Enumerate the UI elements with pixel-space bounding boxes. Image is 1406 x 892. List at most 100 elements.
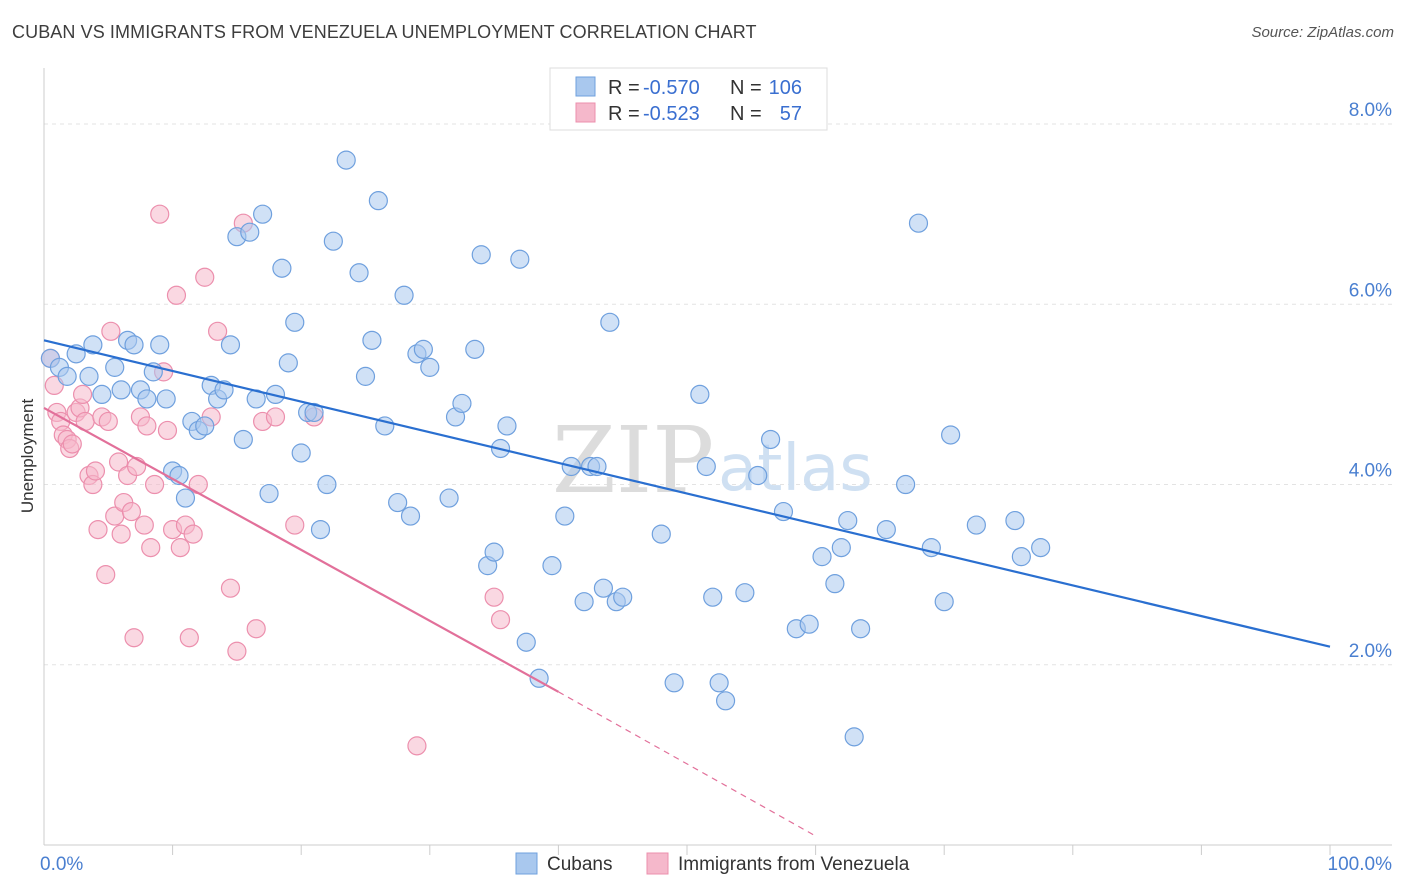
venezuela-point-38 bbox=[170, 538, 190, 558]
cubans-point-50 bbox=[400, 506, 421, 526]
cubans-point-101 bbox=[1005, 510, 1025, 531]
venezuela-point-33 bbox=[150, 204, 170, 224]
cubans-point-104 bbox=[844, 727, 864, 747]
venezuela-trend-line-extension bbox=[558, 691, 816, 837]
y-axis-label: Unemployment bbox=[18, 399, 37, 514]
y-tick-label-0: 2.0% bbox=[1349, 641, 1392, 662]
source-label: Source: ZipAtlas.com bbox=[1251, 24, 1394, 41]
watermark: ZIP atlas bbox=[552, 407, 873, 514]
cubans-point-36 bbox=[291, 443, 311, 463]
venezuela-trend-line bbox=[43, 406, 559, 693]
x-tick-label-max: 100.0% bbox=[1328, 854, 1393, 875]
cubans-point-102 bbox=[1011, 547, 1031, 567]
legend-r-value-cubans: -0.570 bbox=[643, 77, 700, 99]
cubans-point-25 bbox=[220, 335, 241, 355]
bottom-legend: Cubans Immigrants from Venezuela bbox=[515, 852, 910, 875]
cubans-point-27 bbox=[233, 429, 253, 450]
venezuela-point-14 bbox=[85, 461, 106, 481]
top-legend: R = -0.570 N = 106 R = -0.523 N = 57 bbox=[549, 67, 828, 131]
legend-n-value-cubans: 106 bbox=[769, 77, 802, 99]
cubans-point-77 bbox=[664, 673, 684, 693]
venezuela-point-7 bbox=[62, 434, 82, 454]
cubans-point-98 bbox=[934, 592, 954, 612]
watermark-atlas: atlas bbox=[718, 432, 873, 506]
cubans-point-72 bbox=[593, 578, 614, 598]
cubans-point-62 bbox=[497, 416, 517, 436]
cubans-point-78 bbox=[690, 384, 710, 405]
cubans-point-8 bbox=[111, 380, 131, 400]
venezuela-point-56 bbox=[407, 736, 427, 756]
venezuela-point-32 bbox=[144, 474, 165, 495]
venezuela-point-49 bbox=[246, 619, 266, 639]
y-tick-labels: 2.0% 4.0% 6.0% 8.0% bbox=[1349, 100, 1392, 662]
venezuela-point-31 bbox=[141, 538, 161, 558]
venezuela-point-35 bbox=[157, 420, 178, 441]
axes bbox=[43, 68, 1392, 855]
cubans-point-10 bbox=[124, 335, 144, 355]
cubans-point-56 bbox=[452, 393, 472, 414]
cubans-point-75 bbox=[613, 587, 633, 607]
y-tick-label-2: 6.0% bbox=[1349, 280, 1392, 301]
chart-title: CUBAN VS IMMIGRANTS FROM VENEZUELA UNEMP… bbox=[12, 22, 757, 42]
cubans-point-31 bbox=[259, 483, 279, 504]
cubans-point-40 bbox=[317, 474, 337, 495]
series-cubans-points bbox=[40, 150, 1051, 747]
venezuela-point-47 bbox=[227, 641, 247, 661]
cubans-point-57 bbox=[465, 339, 485, 359]
venezuela-point-40 bbox=[179, 628, 199, 648]
venezuela-point-17 bbox=[96, 565, 116, 585]
cubans-point-2 bbox=[57, 366, 77, 386]
gridlines bbox=[44, 123, 1392, 666]
cubans-point-99 bbox=[941, 425, 961, 445]
cubans-point-42 bbox=[336, 150, 356, 170]
cubans-point-81 bbox=[709, 673, 729, 693]
cubans-point-34 bbox=[278, 353, 298, 373]
cubans-point-54 bbox=[439, 488, 459, 508]
cubans-point-15 bbox=[156, 389, 176, 409]
y-tick-label-3: 8.0% bbox=[1349, 100, 1392, 121]
bottom-legend-label-cubans: Cubans bbox=[547, 854, 613, 875]
cubans-point-33 bbox=[272, 258, 292, 278]
venezuela-point-19 bbox=[101, 321, 121, 341]
legend-r-label-cubans: R = bbox=[608, 77, 640, 99]
cubans-point-35 bbox=[285, 312, 305, 332]
cubans-point-91 bbox=[831, 538, 851, 558]
cubans-point-7 bbox=[105, 357, 125, 377]
bottom-legend-swatch-venezuela bbox=[646, 852, 669, 875]
cubans-point-52 bbox=[413, 339, 433, 359]
cubans-point-18 bbox=[175, 488, 196, 508]
legend-r-label-venezuela: R = bbox=[608, 103, 640, 125]
cubans-point-66 bbox=[542, 556, 562, 576]
venezuela-point-46 bbox=[220, 578, 241, 598]
cubans-point-63 bbox=[510, 249, 530, 269]
cubans-point-88 bbox=[799, 614, 819, 634]
cubans-point-100 bbox=[966, 515, 986, 535]
cubans-trend-line bbox=[43, 339, 1331, 648]
legend-swatch-cubans bbox=[575, 76, 596, 97]
cubans-point-6 bbox=[92, 384, 112, 405]
venezuela-point-43 bbox=[195, 267, 215, 287]
venezuela-point-18 bbox=[98, 411, 118, 432]
cubans-point-44 bbox=[355, 366, 376, 386]
cubans-point-46 bbox=[368, 191, 388, 211]
legend-r-value-venezuela: -0.523 bbox=[643, 103, 700, 125]
venezuela-point-37 bbox=[166, 285, 187, 305]
cubans-point-67 bbox=[555, 506, 575, 526]
cubans-point-30 bbox=[253, 204, 273, 224]
cubans-point-85 bbox=[760, 429, 781, 450]
legend-n-label-cubans: N = bbox=[730, 77, 762, 99]
x-tick-label-min: 0.0% bbox=[40, 854, 83, 875]
venezuela-point-22 bbox=[111, 524, 131, 544]
venezuela-point-45 bbox=[208, 321, 228, 341]
venezuela-point-55 bbox=[490, 610, 511, 630]
legend-swatch-venezuela bbox=[575, 102, 596, 123]
bottom-legend-swatch-cubans bbox=[515, 852, 538, 875]
cubans-point-95 bbox=[896, 474, 916, 495]
cubans-point-58 bbox=[471, 245, 491, 265]
venezuela-point-29 bbox=[134, 515, 154, 535]
watermark-zip: ZIP bbox=[552, 407, 714, 514]
cubans-point-96 bbox=[908, 213, 929, 233]
cubans-point-49 bbox=[394, 285, 414, 305]
x-axis-ticks bbox=[172, 845, 1331, 855]
